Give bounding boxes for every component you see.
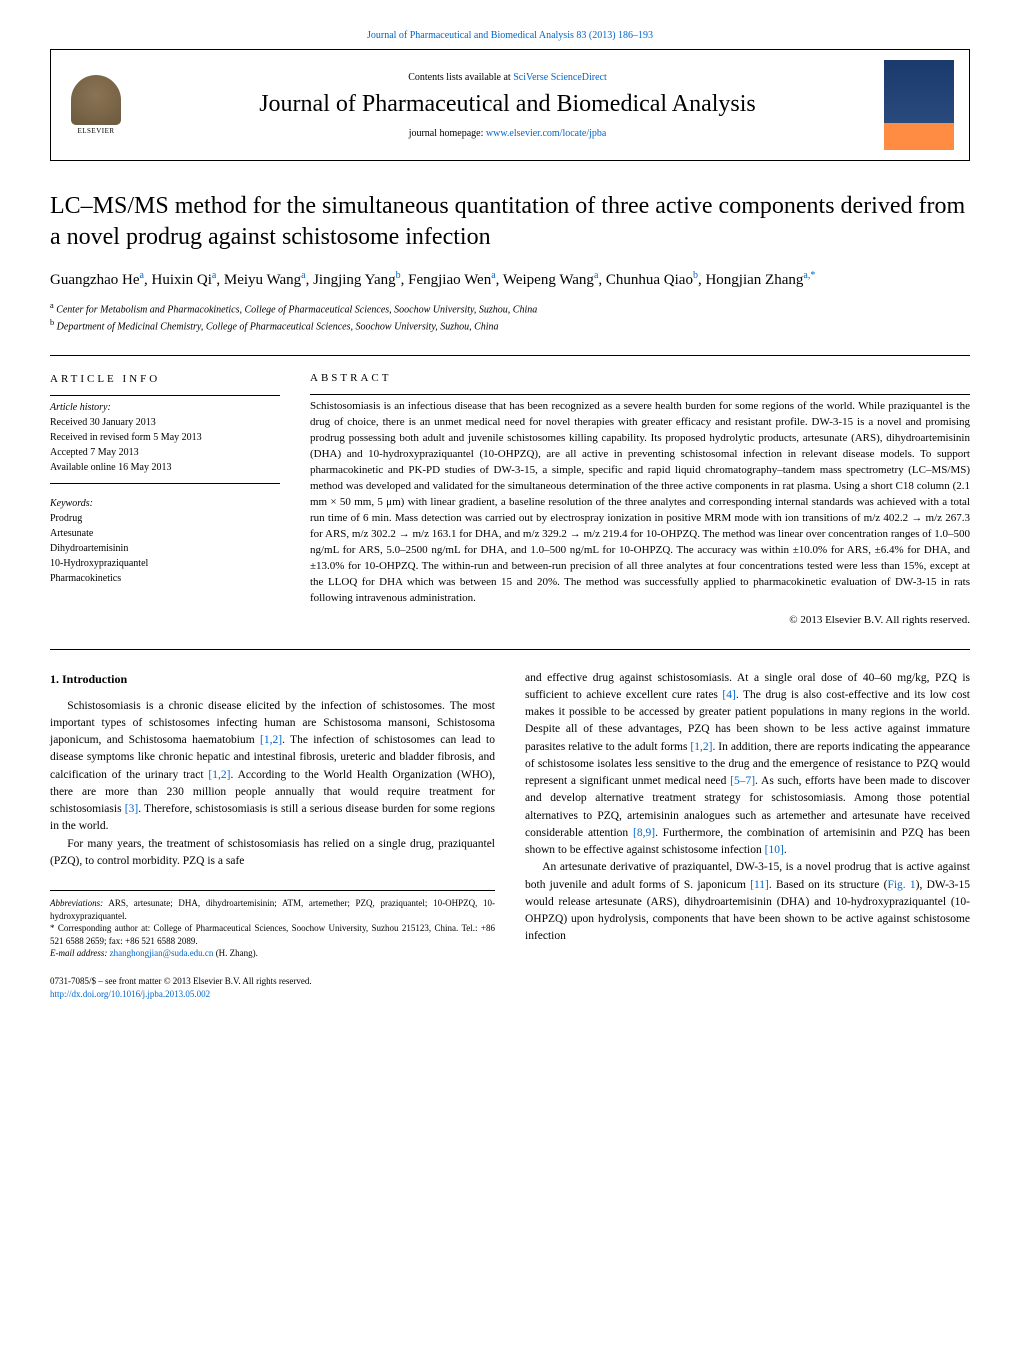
info-rule [50,395,280,396]
homepage-prefix: journal homepage: [409,128,486,139]
ref-link[interactable]: [8,9] [633,827,655,839]
doi-link[interactable]: http://dx.doi.org/10.1016/j.jpba.2013.05… [50,988,970,1001]
email-link[interactable]: zhanghongjian@suda.edu.cn [110,948,214,958]
journal-cover-thumbnail [884,60,954,150]
keyword-item: 10-Hydroxypraziquantel [50,556,280,571]
footer-info: 0731-7085/$ – see front matter © 2013 El… [50,975,970,1000]
ref-link[interactable]: [1,2] [690,741,712,753]
email-label: E-mail address: [50,948,110,958]
keywords-label: Keywords: [50,496,280,511]
rule-top [50,355,970,356]
affiliation-b: b Department of Medicinal Chemistry, Col… [50,317,970,334]
keyword-item: Prodrug [50,511,280,526]
corr-label: * Corresponding author at: [50,923,153,933]
email-footnote: E-mail address: zhanghongjian@suda.edu.c… [50,947,495,960]
history-revised: Received in revised form 5 May 2013 [50,430,280,445]
affiliations: a Center for Metabolism and Pharmacokine… [50,300,970,335]
abbrev-text: ARS, artesunate; DHA, dihydroartemisinin… [50,898,495,921]
history-received: Received 30 January 2013 [50,415,280,430]
history-label: Article history: [50,400,280,415]
ref-link[interactable]: [1,2] [208,769,230,781]
abstract-rule [310,394,970,395]
journal-header: ELSEVIER Contents lists available at Sci… [50,49,970,161]
intro-heading: 1. Introduction [50,670,495,688]
email-suffix: (H. Zhang). [213,948,258,958]
body-paragraph: Schistosomiasis is a chronic disease eli… [50,698,495,836]
contents-line: Contents lists available at SciVerse Sci… [146,72,869,83]
keyword-item: Artesunate [50,526,280,541]
copyright-line: © 2013 Elsevier B.V. All rights reserved… [310,613,970,629]
ref-link[interactable]: [3] [125,803,138,815]
ref-link[interactable]: [11] [750,879,769,891]
elsevier-label: ELSEVIER [77,127,114,135]
article-title: LC–MS/MS method for the simultaneous qua… [50,191,970,253]
body-paragraph: For many years, the treatment of schisto… [50,836,495,871]
abstract-heading: ABSTRACT [310,371,970,387]
article-info-heading: ARTICLE INFO [50,371,280,388]
header-center: Contents lists available at SciVerse Sci… [146,72,869,139]
corresponding-footnote: * Corresponding author at: College of Ph… [50,922,495,947]
affiliation-a: a Center for Metabolism and Pharmacokine… [50,300,970,317]
ref-link[interactable]: [5–7] [730,775,755,787]
issn-line: 0731-7085/$ – see front matter © 2013 El… [50,975,970,988]
abstract-column: ABSTRACT Schistosomiasis is an infectiou… [310,371,970,629]
keyword-item: Pharmacokinetics [50,571,280,586]
body-right-column: and effective drug against schistosomias… [525,670,970,960]
authors-list: Guangzhao Hea, Huixin Qia, Meiyu Wanga, … [50,268,970,292]
journal-title: Journal of Pharmaceutical and Biomedical… [146,91,869,118]
rule-bottom [50,649,970,650]
body-left-column: 1. Introduction Schistosomiasis is a chr… [50,670,495,960]
body-paragraph: An artesunate derivative of praziquantel… [525,859,970,945]
keywords-rule [50,483,280,484]
contents-prefix: Contents lists available at [408,72,513,83]
body-paragraph: and effective drug against schistosomias… [525,670,970,860]
abbrev-label: Abbreviations: [50,898,103,908]
body-columns: 1. Introduction Schistosomiasis is a chr… [50,670,970,960]
keyword-item: Dihydroartemisinin [50,541,280,556]
history-online: Available online 16 May 2013 [50,460,280,475]
abbreviations-footnote: Abbreviations: ARS, artesunate; DHA, dih… [50,897,495,922]
ref-link[interactable]: [1,2] [260,734,282,746]
info-abstract-row: ARTICLE INFO Article history: Received 3… [50,371,970,629]
footnotes: Abbreviations: ARS, artesunate; DHA, dih… [50,890,495,960]
ref-link[interactable]: [4] [722,689,735,701]
history-accepted: Accepted 7 May 2013 [50,445,280,460]
elsevier-logo: ELSEVIER [66,70,126,140]
homepage-link[interactable]: www.elsevier.com/locate/jpba [486,128,606,139]
elsevier-tree-icon [71,75,121,125]
keywords-block: Keywords: Prodrug Artesunate Dihydroarte… [50,496,280,586]
sciencedirect-link[interactable]: SciVerse ScienceDirect [513,72,607,83]
citation-line: Journal of Pharmaceutical and Biomedical… [50,30,970,41]
homepage-line: journal homepage: www.elsevier.com/locat… [146,128,869,139]
ref-link[interactable]: [10] [765,844,784,856]
ref-link[interactable]: Fig. 1 [887,879,915,891]
article-info-column: ARTICLE INFO Article history: Received 3… [50,371,280,629]
abstract-text: Schistosomiasis is an infectious disease… [310,399,970,606]
